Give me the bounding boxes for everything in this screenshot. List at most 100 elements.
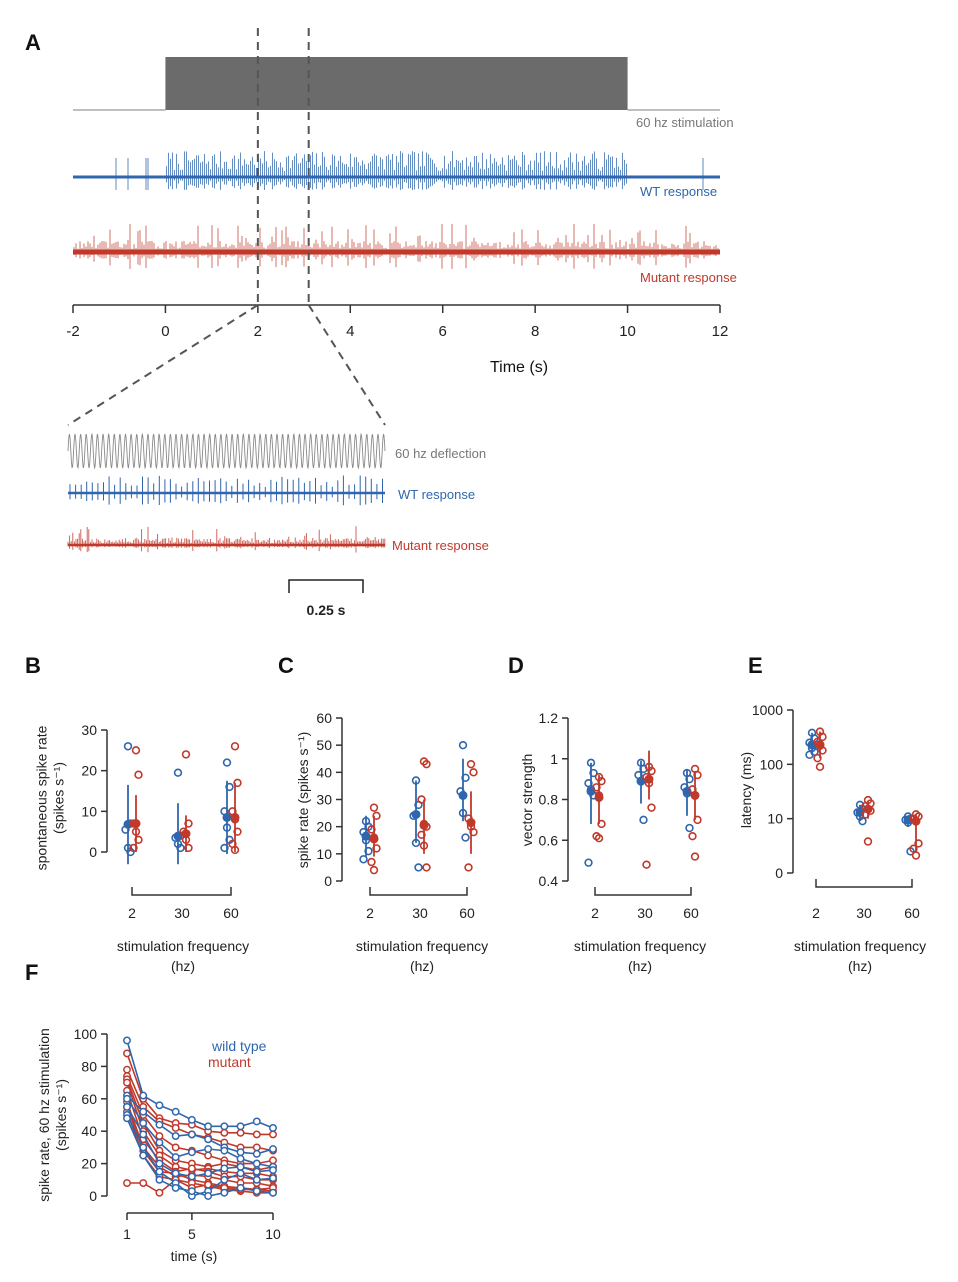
wt-series-line <box>126 1040 274 1129</box>
mutant-mean-point <box>644 774 654 784</box>
x-axis-bracket <box>594 887 692 896</box>
mutant-series-line <box>126 1053 273 1136</box>
wt-point <box>220 843 229 853</box>
mutant-point <box>466 759 476 769</box>
wt-series-point <box>155 1159 164 1168</box>
wt-series-point <box>123 1036 131 1045</box>
y-tick-label: 60 <box>316 710 332 726</box>
y-tick-label: 80 <box>81 1058 97 1074</box>
wt-series-point <box>155 1175 164 1184</box>
wt-point <box>123 742 133 751</box>
mutant-point <box>131 746 141 755</box>
y-tick-label: 0 <box>89 844 97 860</box>
mutant-series-point <box>204 1151 213 1160</box>
mutant-series-point <box>171 1143 180 1152</box>
mutant-point <box>181 750 191 759</box>
wt-series-point <box>252 1117 261 1126</box>
mutant-point <box>911 851 921 860</box>
wt-series-point <box>139 1151 148 1160</box>
wt-series-line <box>126 1095 274 1155</box>
y-axis-title-line: spike rate (spikes s⁻¹) <box>295 732 311 869</box>
wt-series-point <box>155 1120 164 1129</box>
y-tick-label: 50 <box>316 737 332 753</box>
mutant-series-point <box>269 1156 277 1165</box>
y-axis-title-line: latency (ms) <box>738 752 754 828</box>
mutant-point <box>422 759 431 769</box>
mutant-mean-point <box>690 790 700 800</box>
mutant-series-point <box>252 1143 261 1152</box>
x-axis-bracket <box>131 887 232 896</box>
y-axis-title: spike rate, 60 hz stimulation (spikes s⁻¹… <box>36 1028 69 1202</box>
panel-a: A 60 hz stimulation WT response Mutant res… <box>25 28 737 618</box>
mutant-mean-point <box>181 829 191 839</box>
panel-e: E 0 10 100 1000 latency (ms) 2 30 60 stimulation… <box>738 653 926 974</box>
mutant-point <box>134 770 143 779</box>
x-axis-title-line: stimulation frequency <box>356 938 488 954</box>
mutant-trace-spikes <box>73 223 719 269</box>
y-tick-label: 1000 <box>752 702 783 718</box>
wt-series-point <box>139 1130 148 1139</box>
time-axis-title: Time (s) <box>490 359 548 376</box>
wt-series-point <box>269 1188 277 1197</box>
y-tick-label: 0 <box>89 1188 97 1204</box>
time-tick-label: -2 <box>66 323 79 340</box>
wt-point <box>584 858 593 867</box>
x-axis-title-line: (hz) <box>410 958 434 974</box>
wt-mean-point <box>361 831 371 841</box>
x-tick-label: 2 <box>812 905 820 921</box>
mutant-mean-point <box>131 819 141 829</box>
wt-series-point <box>236 1122 245 1131</box>
wt-series-point <box>123 1114 131 1123</box>
wt-series-point <box>269 1145 277 1153</box>
mutant-trace-label: Mutant response <box>640 270 737 285</box>
mutant-series-point <box>123 1049 131 1058</box>
wt-point <box>639 815 648 825</box>
x-tick-label: 60 <box>904 905 920 921</box>
time-tick-label: 12 <box>712 323 729 340</box>
x-axis-title-line: stimulation frequency <box>794 938 926 954</box>
mutant-mean-point <box>419 820 429 830</box>
panel-b: B 0 10 20 30 spontaneous spike rate (spikes s… <box>25 653 249 974</box>
mutant-series-line <box>126 1075 274 1165</box>
wt-series-point <box>155 1167 164 1176</box>
wt-series-point <box>252 1159 261 1168</box>
mutant-point <box>369 865 379 875</box>
time-tick-label: 10 <box>619 323 636 340</box>
y-tick-label: 100 <box>760 756 784 772</box>
wt-mean-point <box>173 831 183 841</box>
wt-series-point <box>236 1162 245 1171</box>
mutant-mean-point <box>369 834 379 844</box>
wt-series-point <box>155 1138 164 1147</box>
wt-series-point <box>252 1149 261 1158</box>
x-axis-title-line: stimulation frequency <box>117 938 249 954</box>
y-axis-title: spontaneous spike rate (spikes s⁻¹) <box>34 725 67 870</box>
wt-series-point <box>252 1175 261 1184</box>
wt-point <box>414 863 423 872</box>
wt-series-point <box>123 1102 131 1111</box>
mutant-series-point <box>187 1164 196 1173</box>
wt-series-point <box>139 1091 148 1100</box>
y-axis-title-line: (spikes s⁻¹) <box>53 1079 69 1151</box>
x-tick-label: 2 <box>128 905 136 921</box>
mutant-point <box>594 834 604 843</box>
y-axis-title-line: spike rate, 60 hz stimulation <box>36 1028 52 1202</box>
wt-series-point <box>171 1132 180 1141</box>
stim-trace-label: 60 hz stimulation <box>636 115 734 130</box>
wt-series-line <box>126 1098 274 1168</box>
y-tick-label: 20 <box>81 763 97 779</box>
wt-series-point <box>187 1172 196 1181</box>
wt-series-point <box>220 1122 229 1131</box>
mutant-point <box>422 863 431 872</box>
y-tick-label: 0 <box>775 865 783 881</box>
y-axis-title-line: spontaneous spike rate <box>34 725 50 870</box>
panel-d: D 0.4 0.6 0.8 1 1.2 vector strength 2 30 60 stimu… <box>508 653 706 974</box>
y-tick-label: 60 <box>81 1091 97 1107</box>
time-tick-label: 6 <box>439 323 447 340</box>
wt-series-point <box>236 1169 245 1178</box>
mutant-point <box>469 768 478 777</box>
wt-mean-point <box>411 809 421 819</box>
wt-series-point <box>269 1124 277 1132</box>
x-tick-label: 2 <box>366 905 374 921</box>
x-tick-label: 1 <box>123 1226 131 1242</box>
